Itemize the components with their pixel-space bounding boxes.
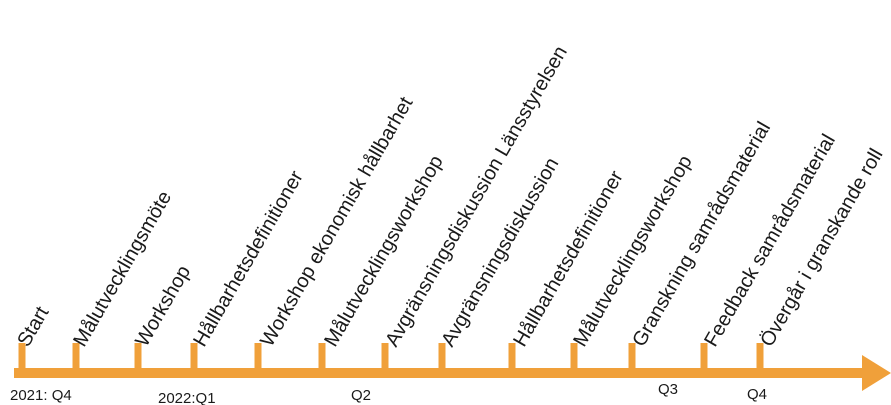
period-label: Q4 [747, 386, 767, 403]
milestone-tick [318, 343, 326, 373]
milestone-label: Workshop [131, 262, 195, 351]
milestone-label: Målutvecklingsworkshop [320, 152, 447, 351]
milestone-tick [438, 343, 446, 373]
milestone-tick [570, 343, 578, 373]
milestone-tick [72, 343, 80, 373]
milestone-tick [134, 343, 142, 373]
milestone-tick [190, 343, 198, 373]
milestone-tick [254, 343, 262, 373]
milestone-label: Start [13, 303, 53, 351]
milestone-tick [381, 343, 389, 373]
milestone-label: Målutvecklingsworkshop [569, 152, 696, 351]
milestone-tick [508, 343, 516, 373]
milestone-tick [700, 343, 708, 373]
milestone-tick [18, 343, 26, 373]
milestone-tick [628, 343, 636, 373]
milestone-tick [756, 343, 764, 373]
period-label: 2021: Q4 [10, 387, 72, 404]
timeline-arrowhead [862, 355, 891, 391]
period-label: 2022:Q1 [158, 390, 216, 405]
period-label: Q2 [351, 387, 371, 404]
period-label: Q3 [658, 381, 678, 398]
